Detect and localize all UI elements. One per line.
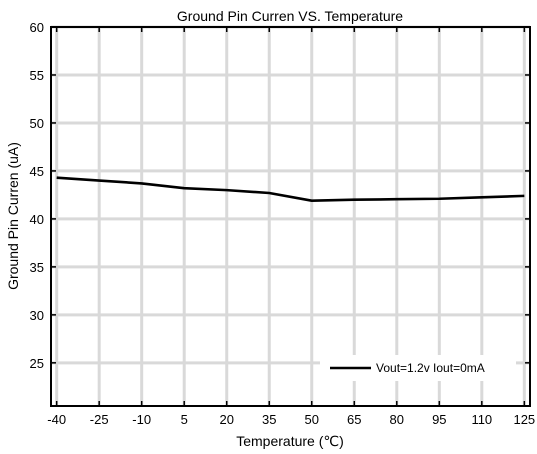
y-tick-label: 60 — [30, 20, 44, 35]
x-axis-label: Temperature (℃) — [236, 433, 344, 449]
x-tick-label: -25 — [90, 412, 109, 427]
y-tick-labels: 25 30 35 40 45 50 55 60 — [30, 20, 44, 371]
legend: Vout=1.2v Iout=0mA — [320, 355, 516, 381]
legend-label: Vout=1.2v Iout=0mA — [376, 361, 485, 375]
y-tick-label: 55 — [30, 68, 44, 83]
y-axis-label: Ground Pin Curren (uA) — [5, 142, 21, 290]
chart-title: Ground Pin Curren VS. Temperature — [177, 8, 403, 24]
plot-frame — [50, 26, 531, 407]
y-tick-label: 35 — [30, 260, 44, 275]
y-tick-label: 45 — [30, 164, 44, 179]
x-tick-label: 50 — [305, 412, 319, 427]
series-layer — [56, 176, 525, 202]
x-tick-label: 20 — [219, 412, 233, 427]
x-tick-label: 5 — [181, 412, 188, 427]
x-tick-label: -10 — [132, 412, 151, 427]
x-tick-label: 80 — [390, 412, 404, 427]
x-tick-label: -40 — [47, 412, 66, 427]
y-tick-label: 25 — [30, 356, 44, 371]
y-tick-label: 30 — [30, 308, 44, 323]
x-tick-label: 95 — [432, 412, 446, 427]
y-tick-label: 40 — [30, 212, 44, 227]
x-tick-label: 110 — [471, 412, 492, 427]
x-tick-labels: -40 -25 -10 5 20 35 50 65 80 95 110 125 — [47, 412, 535, 427]
series-line — [56, 176, 525, 202]
x-tick-label: 65 — [347, 412, 361, 427]
tick-layer — [51, 26, 530, 406]
grid-layer — [51, 25, 530, 406]
x-tick-label: 35 — [262, 412, 276, 427]
y-tick-label: 50 — [30, 116, 44, 131]
x-tick-label: 125 — [513, 412, 535, 427]
